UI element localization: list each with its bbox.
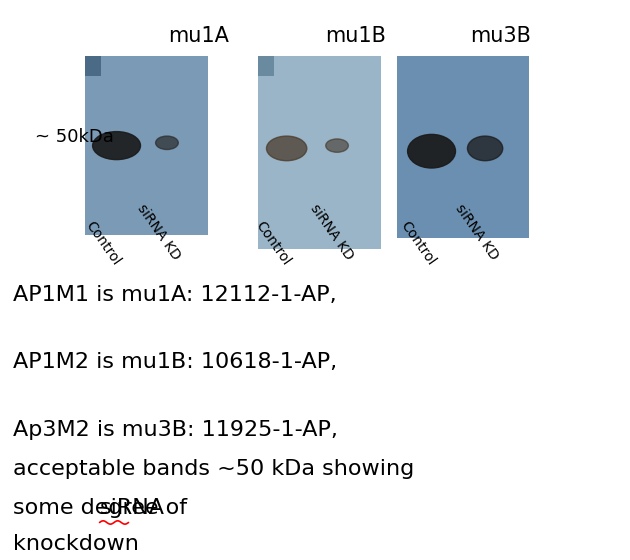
Text: mu3B: mu3B xyxy=(471,26,531,46)
Ellipse shape xyxy=(408,134,455,168)
Text: AP1M1 is mu1A: 12112-1-AP,: AP1M1 is mu1A: 12112-1-AP, xyxy=(13,285,336,305)
Text: siRNA KD: siRNA KD xyxy=(307,202,356,263)
FancyBboxPatch shape xyxy=(258,56,381,249)
Text: ~ 50kDa: ~ 50kDa xyxy=(35,128,113,146)
Text: siRNA KD: siRNA KD xyxy=(134,202,183,263)
Text: mu1A: mu1A xyxy=(168,26,229,46)
Text: mu1B: mu1B xyxy=(326,26,386,46)
Ellipse shape xyxy=(266,136,307,161)
Ellipse shape xyxy=(467,136,503,161)
FancyBboxPatch shape xyxy=(85,56,208,235)
FancyBboxPatch shape xyxy=(258,56,274,76)
Text: siRNA KD: siRNA KD xyxy=(452,202,501,263)
Text: Control: Control xyxy=(398,219,438,268)
Text: knockdown: knockdown xyxy=(13,534,139,554)
FancyBboxPatch shape xyxy=(85,56,101,76)
Ellipse shape xyxy=(156,136,178,150)
FancyBboxPatch shape xyxy=(397,56,529,238)
Ellipse shape xyxy=(93,132,140,160)
Text: Control: Control xyxy=(253,219,293,268)
Text: siRNA: siRNA xyxy=(100,498,164,518)
Ellipse shape xyxy=(326,139,348,152)
Text: Ap3M2 is mu3B: 11925-1-AP,: Ap3M2 is mu3B: 11925-1-AP, xyxy=(13,419,338,440)
Text: Control: Control xyxy=(83,219,123,268)
Text: acceptable bands ~50 kDa showing: acceptable bands ~50 kDa showing xyxy=(13,459,414,479)
Text: some degree of: some degree of xyxy=(13,498,194,518)
Text: AP1M2 is mu1B: 10618-1-AP,: AP1M2 is mu1B: 10618-1-AP, xyxy=(13,352,336,372)
